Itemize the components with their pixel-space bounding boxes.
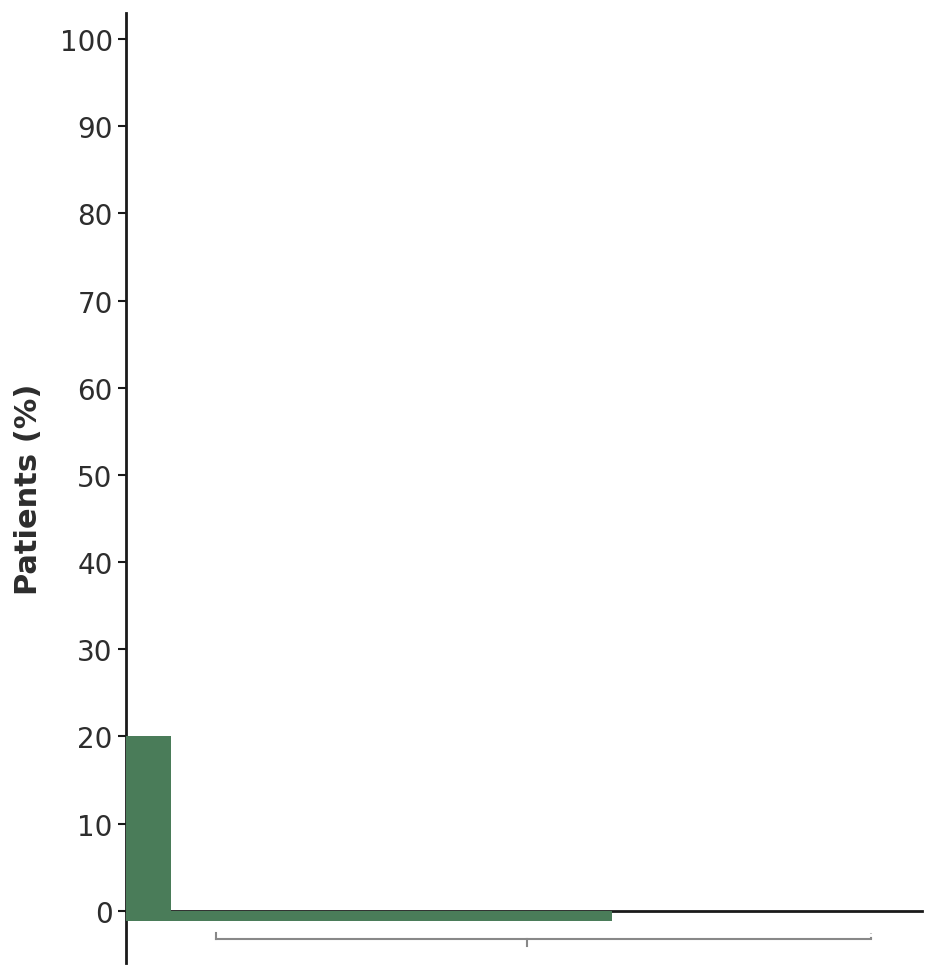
Bar (92, 737, 171, 911)
Y-axis label: Patients (%): Patients (%) (14, 383, 43, 594)
Bar (324, 911, 572, 921)
Bar (0, 911, 611, 921)
